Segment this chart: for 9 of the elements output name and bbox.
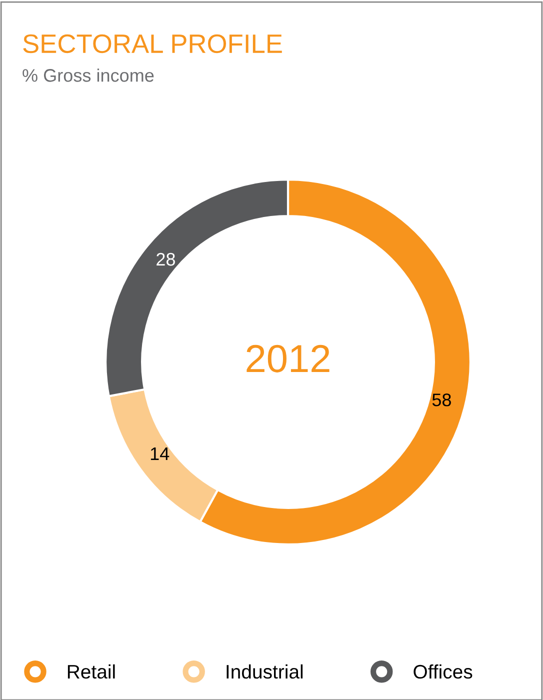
chart-subtitle: % Gross income (22, 68, 154, 82)
legend-label: Offices (414, 664, 472, 679)
chart-title: SECTORAL PROFILE (23, 34, 282, 54)
legend-label: Industrial (226, 664, 303, 679)
data-label: 14 (150, 448, 170, 460)
data-label: 28 (156, 252, 175, 266)
legend-label: Retail (68, 664, 115, 679)
data-label: 58 (432, 394, 451, 406)
text: 2012 (246, 344, 330, 372)
